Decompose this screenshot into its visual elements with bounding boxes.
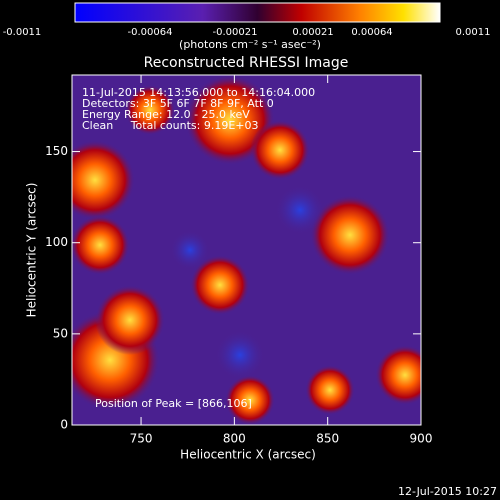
- colorbar-label: (photons cm⁻² s⁻¹ asec⁻²): [179, 38, 321, 51]
- x-tick-label: 750: [130, 432, 153, 446]
- x-tick-label: 850: [316, 432, 339, 446]
- x-axis-label: Heliocentric X (arcsec): [180, 448, 316, 462]
- y-tick-label: 100: [45, 235, 68, 249]
- heatmap-image: [72, 75, 421, 425]
- annotation: 11-Jul-2015 14:13:56.000 to 14:16:04.000: [82, 86, 315, 99]
- y-tick-label: 50: [53, 326, 68, 340]
- x-tick-label: 900: [410, 432, 433, 446]
- timestamp: 12-Jul-2015 10:27: [398, 485, 497, 498]
- y-tick-label: 150: [45, 144, 68, 158]
- chart-title: Reconstructed RHESSI Image: [144, 55, 349, 71]
- annotation: Clean Total counts: 9.19E+03: [82, 119, 259, 132]
- colorbar: [74, 2, 441, 23]
- y-tick-label: 0: [60, 418, 68, 432]
- x-tick-label: 800: [223, 432, 246, 446]
- annotation: Energy Range: 12.0 - 25.0 keV: [82, 108, 250, 121]
- peak-label: Position of Peak = [866,106]: [95, 397, 252, 410]
- annotation: Detectors: 3F 5F 6F 7F 8F 9F, Att 0: [82, 97, 274, 110]
- plot-frame: [71, 74, 422, 426]
- colorbar-tick-label: -0.00064: [128, 27, 173, 38]
- y-axis-label: Heliocentric Y (arcsec): [25, 183, 39, 318]
- colorbar-tick-label: -0.00021: [213, 27, 258, 38]
- colorbar-tick-label: 0.0011: [456, 27, 491, 38]
- colorbar-tick-label: 0.00021: [292, 27, 333, 38]
- colorbar-tick-label: -0.0011: [3, 27, 42, 38]
- colorbar-tick-label: 0.00064: [351, 27, 392, 38]
